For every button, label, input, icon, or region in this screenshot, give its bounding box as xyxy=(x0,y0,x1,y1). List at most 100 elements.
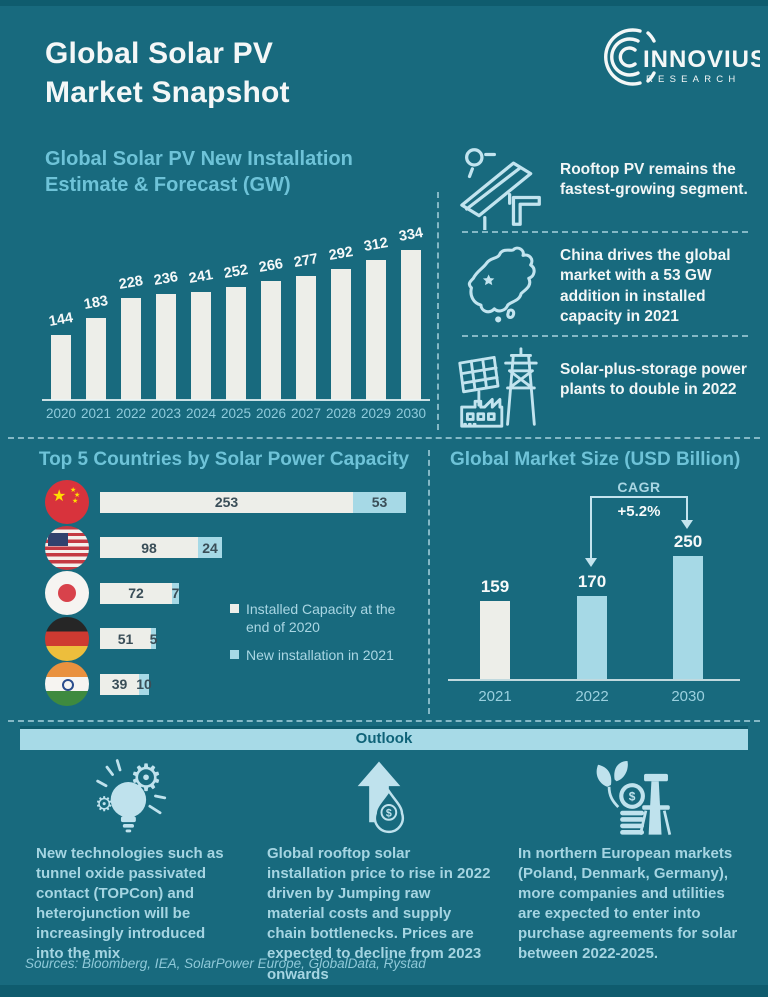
rooftop-pv-icon xyxy=(452,144,552,232)
new-installation-bar: 53 xyxy=(353,491,406,513)
country-row-usa: 98 24 xyxy=(45,525,425,570)
install-bar xyxy=(296,276,316,400)
top5-legend: Installed Capacity at the end of 2020 Ne… xyxy=(230,600,416,675)
cagr-bracket-left xyxy=(590,496,592,558)
install-bar xyxy=(331,269,351,400)
sidebar-divider-2 xyxy=(462,335,748,337)
outlook-col-price: $ Global rooftop solar installation pric… xyxy=(259,754,491,985)
country-row-japan: 72 7 xyxy=(45,571,425,615)
install-bar-slot: 266 xyxy=(254,235,288,400)
install-bar-value: 252 xyxy=(222,262,250,282)
install-bar-slot: 236 xyxy=(149,235,183,400)
outlook-banner: Outlook xyxy=(20,726,748,750)
install-bar-value: 228 xyxy=(117,273,145,293)
divider-vertical-1 xyxy=(437,192,439,430)
market-bar-value: 250 xyxy=(673,532,703,551)
market-size-title: Global Market Size (USD Billion) xyxy=(450,449,741,470)
outlook-text-price: Global rooftop solar installation price … xyxy=(267,845,491,983)
market-bar-2021 xyxy=(480,601,510,679)
install-bar-slot: 144 xyxy=(44,235,78,400)
sources-text: Sources: Bloomberg, IEA, SolarPower Euro… xyxy=(25,956,426,971)
install-title-line1: Global Solar PV New Installation xyxy=(45,148,353,170)
install-bar-slot: 312 xyxy=(359,235,393,400)
install-bar xyxy=(191,292,211,400)
installed-capacity-bar: 253 xyxy=(100,491,353,513)
install-bar-value: 236 xyxy=(152,269,180,289)
installed-capacity-bar: 72 xyxy=(100,582,172,604)
cagr-arrowhead-left xyxy=(585,558,597,567)
install-chart-axis xyxy=(42,399,430,401)
market-year-label: 2030 xyxy=(671,688,705,705)
legend-label-installed: Installed Capacity at the end of 2020 xyxy=(246,601,396,636)
install-bar-value: 312 xyxy=(362,235,390,255)
installed-capacity-bar: 98 xyxy=(100,537,198,558)
install-bar-slot: 241 xyxy=(184,235,218,400)
sidebar-item-storage-text: Solar-plus-storage power plants to doubl… xyxy=(560,361,747,399)
market-bar-value: 170 xyxy=(577,572,607,591)
svg-text:$: $ xyxy=(386,808,392,820)
install-bar-value: 292 xyxy=(327,244,355,264)
cagr-label: CAGR xyxy=(617,479,661,495)
install-bar xyxy=(86,318,106,400)
legend-label-new: New installation in 2021 xyxy=(246,647,394,664)
install-bar-slot: 334 xyxy=(394,225,428,400)
install-title-line2: Estimate & Forecast (GW) xyxy=(45,174,291,196)
install-bar-slot: 228 xyxy=(114,235,148,400)
install-year-label: 2024 xyxy=(185,406,217,421)
install-year-label: 2020 xyxy=(45,406,77,421)
cagr-bracket-right xyxy=(686,496,688,520)
japan-flag-icon xyxy=(45,571,89,615)
country-bars: 253 53 xyxy=(100,491,406,513)
legend-item-installed: Installed Capacity at the end of 2020 xyxy=(230,600,416,636)
install-year-label: 2027 xyxy=(290,406,322,421)
outlook-columns: ⚙ ⚙ New technologies such as tunnel oxid… xyxy=(20,754,748,985)
install-year-label: 2029 xyxy=(360,406,392,421)
install-year-label: 2025 xyxy=(220,406,252,421)
country-row-india: 39 10 xyxy=(45,662,425,706)
logo-name: INNOVIUS xyxy=(643,46,760,73)
cagr-arrowhead-right xyxy=(681,520,693,529)
germany-flag-icon xyxy=(45,616,89,661)
legend-swatch-new xyxy=(230,650,239,660)
install-year-label: 2023 xyxy=(150,406,182,421)
price-rise-arrow-drop-icon: $ xyxy=(267,754,491,838)
install-bar-slot: 277 xyxy=(289,235,323,400)
install-bar xyxy=(261,281,281,400)
country-bars: 39 10 xyxy=(100,673,152,695)
india-flag-icon xyxy=(45,662,89,706)
outlook-col-technology: ⚙ ⚙ New technologies such as tunnel oxid… xyxy=(20,754,232,985)
install-bar xyxy=(366,260,386,400)
install-bar-value: 183 xyxy=(82,293,110,313)
install-year-label: 2021 xyxy=(80,406,112,421)
install-bar-slot: 252 xyxy=(219,235,253,400)
install-bar-value: 334 xyxy=(397,225,425,245)
usa-flag-icon xyxy=(45,525,89,570)
new-installation-bar: 10 xyxy=(136,673,152,695)
installed-capacity-bar: 39 xyxy=(100,673,139,695)
install-year-label: 2030 xyxy=(395,406,427,421)
page-title: Global Solar PV Market Snapshot xyxy=(45,34,290,112)
solar-storage-icon xyxy=(446,344,546,430)
sidebar-divider-1 xyxy=(462,231,748,233)
cagr-bracket-horizontal xyxy=(590,496,688,498)
install-year-label: 2026 xyxy=(255,406,287,421)
innovation-bulb-gear-icon: ⚙ ⚙ xyxy=(36,754,232,838)
china-flag-icon xyxy=(45,480,89,524)
install-chart-year-labels: 2020 2021 2022 2023 2024 2025 2026 2027 2028 2029… xyxy=(44,406,428,421)
bottom-border-strip xyxy=(0,985,768,997)
install-bar-value: 266 xyxy=(257,256,285,276)
install-forecast-chart: 144 183 228 236 241 252 266 277 292 312 334 xyxy=(44,225,428,400)
sidebar-item-rooftop-text: Rooftop PV remains the fastest-growing s… xyxy=(560,161,748,199)
small-gear-glyph: ⚙ xyxy=(95,793,113,816)
install-bar-value: 277 xyxy=(292,251,320,271)
page-title-line1: Global Solar PV xyxy=(45,37,274,70)
country-bars: 51 5 xyxy=(100,628,157,649)
install-chart-title: Global Solar PV New Installation Estimat… xyxy=(45,146,425,198)
logo-arcs-icon: INNOVIUS RESEARCH xyxy=(604,28,766,86)
outlook-text-europe: In northern European markets (Poland, De… xyxy=(518,845,738,963)
install-bar xyxy=(226,287,246,400)
install-bar-slot: 183 xyxy=(79,235,113,400)
